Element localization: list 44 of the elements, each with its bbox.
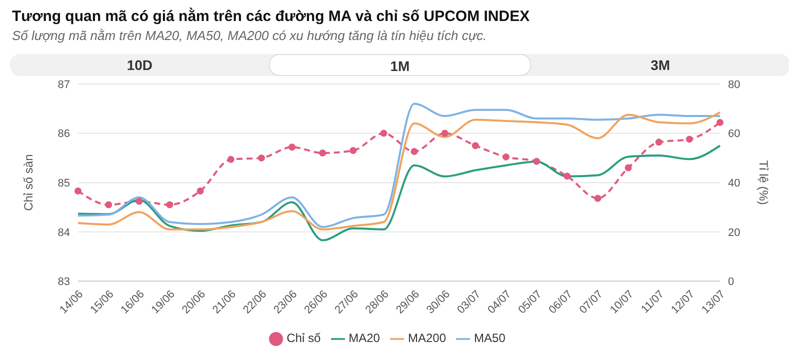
point [74, 187, 82, 194]
point [624, 164, 632, 172]
point [502, 153, 510, 160]
text: 1M [269, 54, 531, 76]
point [380, 130, 388, 137]
point [166, 201, 174, 208]
point [105, 201, 112, 208]
y2-tick-label: 60 [728, 128, 740, 140]
y2-tick-label: 40 [728, 177, 740, 190]
y-axis-title: Chỉ số sàn [21, 154, 36, 211]
point [441, 130, 448, 137]
point [533, 158, 540, 165]
point [288, 144, 296, 151]
chart-subtitle: Số lượng mã nằm trên MA20, MA50, MA200 có xu hướng tăng là tín hiệu tích cực. [12, 28, 488, 43]
legend-label: MA200 [408, 331, 446, 346]
point [686, 136, 693, 143]
text: 3M [650, 56, 672, 75]
point [196, 187, 204, 194]
text: 10D [126, 56, 154, 75]
legend-label: MA50 [474, 331, 506, 346]
point [350, 147, 357, 154]
point [258, 154, 265, 162]
legend-label: MA20 [348, 331, 380, 346]
y2-tick-label: 20 [728, 226, 740, 239]
y-tick-label: 86 [58, 128, 70, 140]
point [564, 172, 571, 180]
point [136, 198, 143, 205]
point [227, 156, 234, 163]
point [716, 118, 724, 126]
point [594, 194, 602, 202]
y-tick-label: 83 [58, 276, 70, 288]
y-tick-label: 87 [58, 78, 70, 91]
point [472, 142, 479, 150]
point [655, 138, 662, 146]
line-series [77, 144, 721, 242]
point [410, 148, 418, 156]
y-tick-label: 84 [58, 226, 70, 239]
legend-label: Chỉ số [286, 331, 321, 346]
y2-tick-label: 0 [728, 276, 734, 288]
y2-axis-title: Tỉ lệ (%) [756, 160, 771, 205]
y-tick-label: 85 [58, 177, 70, 190]
chart-title: Tương quan mã có giá nằm trên các đường MA và chỉ số UPCOM INDEX [12, 8, 531, 25]
y2-tick-label: 80 [728, 78, 740, 91]
point [319, 150, 326, 157]
